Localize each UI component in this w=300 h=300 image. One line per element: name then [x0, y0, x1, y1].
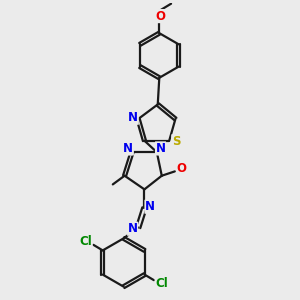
Text: Cl: Cl [155, 278, 168, 290]
Text: N: N [123, 142, 133, 155]
Text: N: N [128, 222, 138, 235]
Text: N: N [128, 111, 138, 124]
Text: Cl: Cl [79, 235, 92, 248]
Text: N: N [145, 200, 155, 213]
Text: S: S [172, 135, 180, 148]
Text: N: N [155, 142, 166, 155]
Text: O: O [155, 10, 166, 22]
Text: O: O [177, 162, 187, 176]
